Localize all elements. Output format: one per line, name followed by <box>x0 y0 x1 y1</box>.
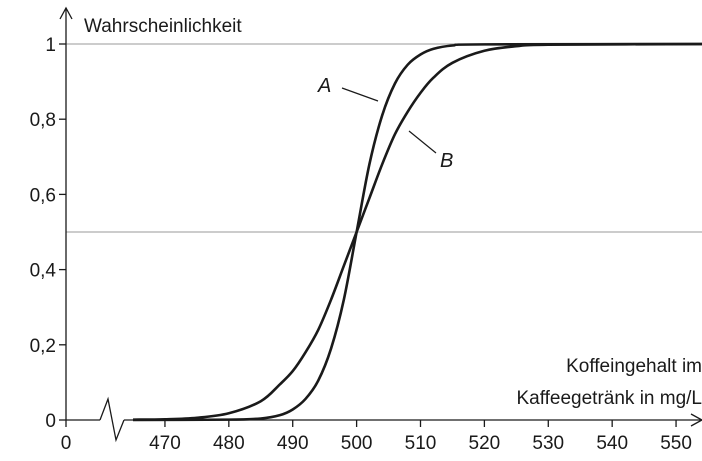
y-tick-label: 0,6 <box>30 185 56 206</box>
y-tick-label: 0,8 <box>30 110 56 131</box>
curves <box>132 42 702 422</box>
reference-lines <box>66 43 702 233</box>
x-tick-label: 520 <box>469 433 501 454</box>
y-tick-label: 0,2 <box>30 336 56 357</box>
curve-b-leader <box>408 130 437 154</box>
curve-a-label: A <box>317 75 331 97</box>
x-axis-arrow <box>690 413 702 427</box>
x-axis-title-line-1: Koffeingehalt im <box>566 356 702 377</box>
x-axis-break-symbol <box>99 396 125 443</box>
x-tick-label: 540 <box>596 433 628 454</box>
x-axis-title-line-2: Kaffeegetränk in mg/L <box>516 388 702 409</box>
x-tick-label: 480 <box>213 433 245 454</box>
x-tick-label: 510 <box>405 433 437 454</box>
curve-b <box>132 42 702 421</box>
x-tick-label: 490 <box>277 433 309 454</box>
curve-a-leader <box>341 87 379 102</box>
x-origin-label: 0 <box>61 433 72 454</box>
x-tick-label: 530 <box>532 433 564 454</box>
curve-b-label: B <box>440 150 453 172</box>
y-tick-label: 0 <box>45 411 56 432</box>
y-axis-arrow <box>59 6 73 20</box>
y-tick-label: 0,4 <box>30 261 57 282</box>
y-tick-label: 1 <box>45 35 56 56</box>
x-tick-label: 500 <box>341 433 373 454</box>
axis-ticks: 0 0,2 0,4 0,6 0,8 1 470 480 490 500 510 520 530 540 55… <box>30 35 692 454</box>
curve-labels: AB <box>317 75 453 172</box>
x-tick-label: 470 <box>149 433 181 454</box>
x-tick-label: 550 <box>660 433 692 454</box>
curve-a <box>132 42 702 422</box>
y-axis-title: Wahrscheinlichkeit <box>84 16 242 37</box>
